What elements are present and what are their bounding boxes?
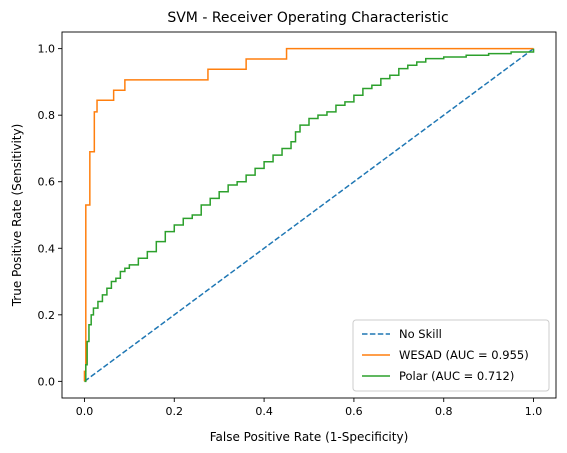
series-line-no xyxy=(84,48,534,382)
y-tick-label: 1.0 xyxy=(38,43,56,56)
legend-label: Polar (AUC = 0.712) xyxy=(399,369,514,383)
y-tick-label: 0.2 xyxy=(38,309,56,322)
series-line-polar xyxy=(84,48,535,383)
legend-label: WESAD (AUC = 0.955) xyxy=(399,348,529,362)
x-tick-label: 0.0 xyxy=(76,405,94,418)
y-axis-label: True Positive Rate (Sensitivity) xyxy=(10,124,24,308)
x-tick-label: 0.4 xyxy=(255,405,273,418)
plot-area xyxy=(61,31,557,399)
legend-box xyxy=(352,319,550,392)
x-tick-label: 0.2 xyxy=(166,405,184,418)
x-tick-label: 0.6 xyxy=(345,405,363,418)
series-line-wesad xyxy=(83,47,534,382)
legend: No Skill WESAD (AUC = 0.955) Polar (AUC = … xyxy=(352,319,550,392)
legend-label: No Skill xyxy=(399,327,442,341)
x-tick-label: 0.8 xyxy=(435,405,453,418)
plot-border xyxy=(61,31,557,399)
x-axis-ticks: 0.0 0.2 0.4 0.6 0.8 1.0 xyxy=(76,398,543,418)
x-axis-label: False Positive Rate (1-Specificity) xyxy=(210,430,409,444)
y-tick-label: 0.6 xyxy=(38,176,56,189)
y-axis-ticks: 0.0 0.2 0.4 0.6 0.8 1.0 xyxy=(38,43,62,388)
y-tick-label: 0.4 xyxy=(38,242,56,255)
y-tick-label: 0.8 xyxy=(38,109,56,122)
x-tick-label: 1.0 xyxy=(525,405,543,418)
chart-title: SVM - Receiver Operating Characteristic xyxy=(167,10,448,26)
series-layer xyxy=(83,47,535,383)
y-tick-label: 0.0 xyxy=(38,375,56,388)
